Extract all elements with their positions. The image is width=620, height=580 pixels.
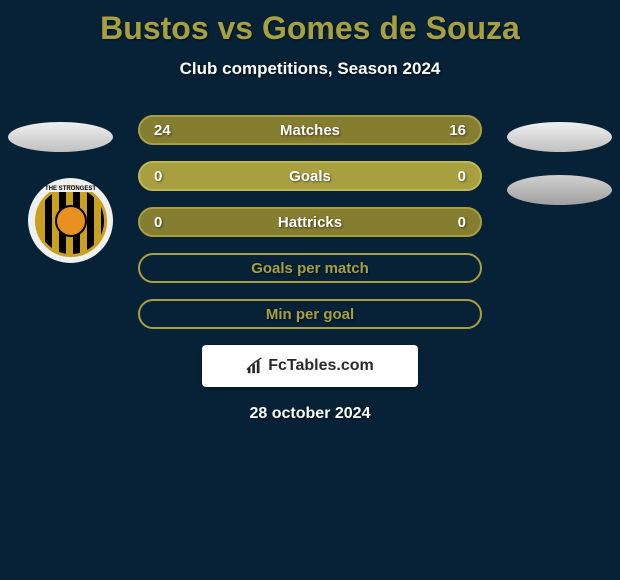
hattricks-right-value: 0	[458, 214, 466, 231]
goals-right-value: 0	[458, 168, 466, 185]
comparison-subtitle: Club competitions, Season 2024	[0, 59, 620, 79]
hattricks-label: Hattricks	[278, 214, 342, 231]
matches-left-value: 24	[154, 122, 171, 139]
goals-per-match-label: Goals per match	[251, 260, 369, 277]
player-left-club-badge: THE STRONGEST	[28, 178, 113, 263]
footer-brand-text: FcTables.com	[268, 357, 374, 375]
matches-right-value: 16	[449, 122, 466, 139]
stats-container: 24 Matches 16 0 Goals 0 0 Hattricks 0 Go…	[138, 115, 482, 329]
comparison-date: 28 october 2024	[0, 405, 620, 423]
chart-icon	[246, 357, 264, 375]
goals-label: Goals	[289, 168, 331, 185]
badge-inner: THE STRONGEST	[35, 185, 107, 257]
stat-row-goals: 0 Goals 0	[138, 161, 482, 191]
stat-row-goals-per-match: Goals per match	[138, 253, 482, 283]
hattricks-left-value: 0	[154, 214, 162, 231]
stat-row-hattricks: 0 Hattricks 0	[138, 207, 482, 237]
badge-text: THE STRONGEST	[43, 186, 98, 192]
footer-brand-box[interactable]: FcTables.com	[202, 345, 418, 387]
player-right-placeholder-1	[507, 122, 612, 152]
player-right-placeholder-2	[507, 175, 612, 205]
comparison-title: Bustos vs Gomes de Souza	[0, 0, 620, 47]
stat-row-matches: 24 Matches 16	[138, 115, 482, 145]
matches-label: Matches	[280, 122, 340, 139]
min-per-goal-label: Min per goal	[266, 306, 354, 323]
stat-row-min-per-goal: Min per goal	[138, 299, 482, 329]
player-left-placeholder-1	[8, 122, 113, 152]
goals-left-value: 0	[154, 168, 162, 185]
footer-logo: FcTables.com	[246, 357, 374, 375]
tiger-icon	[55, 205, 87, 237]
